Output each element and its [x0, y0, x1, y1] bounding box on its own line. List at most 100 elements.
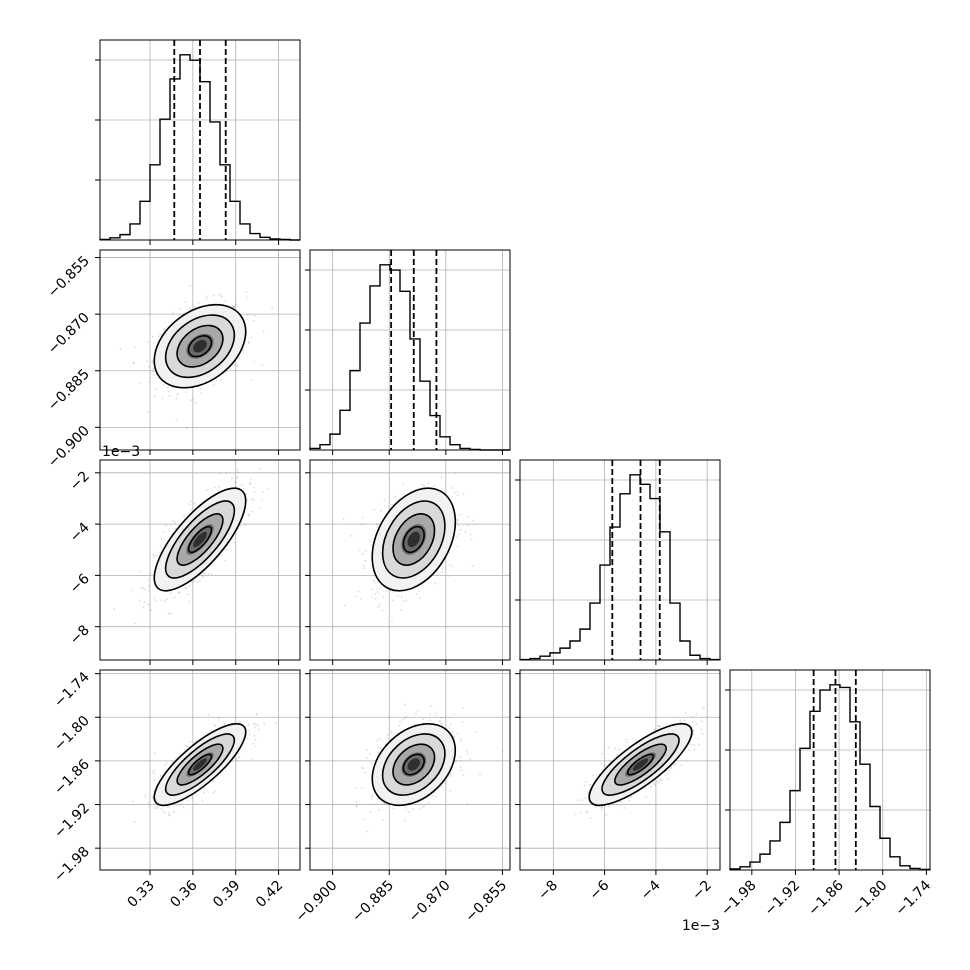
sample-point: [691, 715, 694, 718]
sample-point: [223, 722, 226, 724]
sample-point: [587, 792, 589, 794]
sample-point: [467, 525, 470, 527]
sample-point: [238, 357, 241, 360]
sample-point: [255, 712, 258, 715]
sample-point: [156, 807, 158, 810]
panel-2-0: [95, 459, 301, 665]
sample-point: [132, 361, 135, 364]
sample-point: [177, 803, 180, 806]
sample-point: [584, 797, 587, 800]
sample-point: [148, 805, 151, 808]
hist-panel-0: [95, 39, 301, 241]
panel-frame: [99, 459, 301, 661]
y-tick-label: −0.855: [45, 253, 93, 301]
panel-frame: [309, 459, 511, 661]
sample-point: [236, 305, 239, 308]
sample-point: [202, 791, 205, 794]
x-tick-label: −8: [535, 878, 561, 904]
hist-panel-1: [305, 249, 511, 451]
y-tick-label: −1.86: [51, 756, 93, 798]
sample-point: [375, 526, 378, 528]
sample-point: [623, 807, 626, 809]
sample-point: [378, 603, 381, 606]
sample-point: [159, 774, 162, 777]
sample-point: [131, 800, 134, 803]
sample-point: [153, 769, 155, 772]
sample-point: [383, 498, 386, 501]
sample-point: [151, 359, 154, 362]
sample-point: [175, 418, 178, 421]
sample-point: [627, 796, 630, 799]
sample-point: [698, 743, 701, 746]
sample-point: [378, 587, 381, 590]
sample-point: [213, 486, 216, 489]
sample-point: [173, 596, 176, 599]
sample-point: [350, 534, 353, 537]
sample-point: [440, 476, 443, 478]
sample-point: [457, 533, 460, 536]
sample-point: [232, 305, 235, 308]
sample-point: [374, 593, 376, 595]
sample-point: [192, 398, 194, 401]
sample-point: [684, 712, 687, 714]
sample-point: [253, 745, 256, 748]
sample-point: [620, 800, 623, 803]
sample-point: [359, 598, 362, 601]
sample-point: [174, 521, 176, 524]
sample-point: [153, 597, 156, 600]
x-offset-label: 1e−3: [682, 918, 720, 934]
sample-point: [254, 723, 256, 726]
sample-point: [435, 713, 438, 716]
sample-point: [153, 779, 156, 781]
sample-point: [140, 587, 143, 590]
sample-point: [164, 812, 167, 814]
sample-point: [233, 305, 236, 308]
sample-point: [692, 729, 695, 732]
sample-point: [168, 814, 170, 817]
sample-point: [225, 472, 228, 475]
sample-point: [429, 704, 432, 707]
sample-point: [370, 588, 373, 591]
sample-point: [456, 490, 459, 493]
sample-point: [244, 523, 247, 526]
density-level: [407, 758, 421, 771]
density-level: [632, 758, 649, 771]
sample-point: [166, 386, 169, 389]
sample-point: [224, 299, 227, 302]
sample-point: [142, 587, 145, 590]
sample-point: [440, 785, 443, 788]
sample-point: [132, 361, 135, 364]
sample-point: [157, 335, 160, 338]
sample-point: [667, 772, 669, 775]
sample-point: [155, 554, 158, 557]
sample-point: [253, 360, 256, 363]
sample-point: [383, 802, 385, 805]
sample-point: [453, 491, 456, 494]
sample-point: [434, 582, 437, 585]
sample-point: [213, 791, 215, 794]
sample-point: [133, 346, 136, 349]
sample-point: [354, 786, 357, 789]
y-tick-label: −1.80: [51, 713, 93, 755]
sample-point: [458, 513, 461, 516]
sample-point: [376, 523, 379, 526]
sample-point: [673, 763, 675, 766]
sample-point: [261, 490, 264, 493]
sample-point: [592, 774, 595, 777]
sample-point: [147, 411, 150, 414]
sample-point: [224, 559, 227, 562]
sample-point: [440, 722, 442, 725]
sample-point: [391, 599, 394, 602]
sample-point: [378, 809, 380, 812]
sample-point: [402, 718, 405, 721]
sample-point: [162, 531, 165, 533]
sample-point: [274, 722, 277, 724]
sample-point: [188, 585, 191, 587]
sample-point: [219, 293, 222, 296]
sample-point: [153, 556, 155, 558]
sample-point: [679, 719, 681, 722]
sample-point: [390, 732, 393, 735]
sample-point: [256, 714, 259, 716]
sample-point: [415, 593, 418, 596]
sample-point: [691, 726, 694, 729]
